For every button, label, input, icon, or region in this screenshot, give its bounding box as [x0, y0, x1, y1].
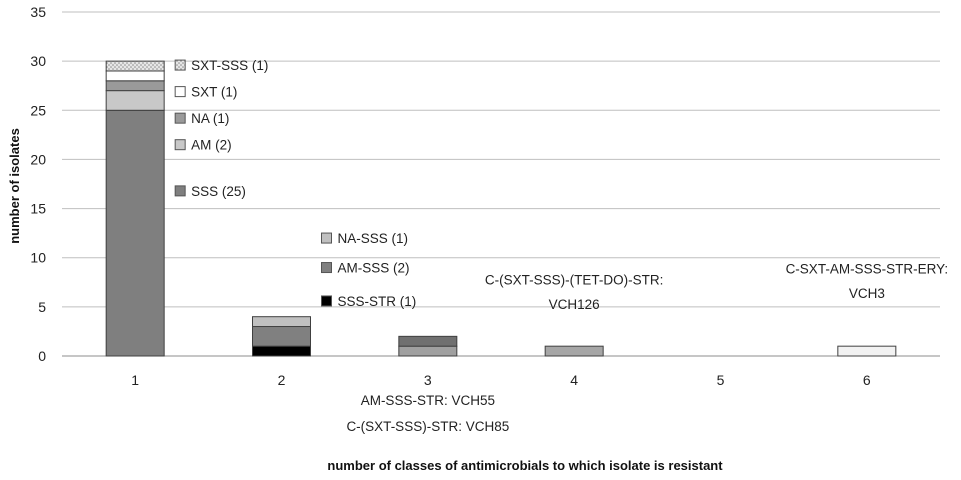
annotation-label: AM (2) — [191, 138, 232, 153]
bar-segment — [544, 345, 604, 357]
bar-segment — [105, 60, 165, 72]
annotation-swatch — [174, 185, 186, 197]
annotation-label: NA-SSS (1) — [338, 231, 409, 246]
x-tick-label: 2 — [278, 372, 286, 388]
annotation-swatch — [174, 139, 186, 151]
x-tick-label: 1 — [131, 372, 139, 388]
bar-segment — [398, 335, 458, 347]
bar-segment — [105, 70, 165, 82]
bar-segment — [252, 345, 311, 357]
annotation-label: AM-SSS (2) — [338, 261, 410, 276]
annotation-swatch — [321, 262, 332, 274]
annotation-label: C-(SXT-SSS)-STR: VCH85 — [346, 419, 509, 434]
annotation-label: C-SXT-AM-SSS-STR-ERY: — [786, 262, 949, 277]
annotation-swatch — [174, 59, 186, 71]
annotation-label: AM-SSS-STR: VCH55 — [361, 393, 495, 408]
y-tick-label: 30 — [30, 53, 46, 69]
annotation-label: C-(SXT-SSS)-(TET-DO)-STR: — [485, 272, 664, 287]
annotation-label: SSS-STR (1) — [338, 294, 417, 309]
annotations: SXT-SSS (1) SXT (1) NA (1) AM (2) SSS (25) NA… — [174, 58, 949, 434]
annotation-label: VCH3 — [849, 286, 885, 301]
y-tick-label: 20 — [30, 151, 46, 167]
annotation-label: SSS (25) — [191, 184, 246, 199]
annotation-label: VCH126 — [549, 297, 600, 312]
bar-segment — [398, 345, 458, 357]
y-tick-label: 0 — [38, 348, 46, 364]
x-axis-title: number of classes of antimicrobials to w… — [327, 458, 723, 473]
bar-segment — [105, 109, 165, 357]
annotation-label: SXT-SSS (1) — [191, 58, 268, 73]
annotation-swatch — [174, 86, 186, 98]
bar-segment — [105, 80, 165, 92]
y-tick-label: 5 — [38, 299, 46, 315]
y-tick-label: 15 — [30, 201, 46, 217]
gridlines — [62, 11, 940, 357]
x-tick-labels: 1 2 3 4 5 6 — [131, 372, 871, 388]
y-tick-label: 25 — [30, 102, 46, 118]
y-tick-label: 35 — [30, 4, 46, 20]
bar-segment — [837, 345, 897, 357]
annotation-swatch — [174, 112, 186, 124]
x-tick-label: 6 — [863, 372, 871, 388]
bar-segment — [252, 326, 311, 347]
annotation-swatch — [321, 232, 332, 244]
annotation-label: SXT (1) — [191, 85, 237, 100]
bar-segment — [252, 316, 311, 328]
y-tick-label: 10 — [30, 250, 46, 266]
y-tick-labels: 0 5 10 15 20 25 30 35 — [30, 4, 46, 364]
annotation-label: NA (1) — [191, 111, 229, 126]
bars — [105, 60, 897, 357]
y-axis-title: number of isolates — [7, 128, 22, 244]
bar-segment — [105, 90, 165, 111]
annotation-swatch — [321, 295, 332, 307]
x-tick-label: 3 — [424, 372, 432, 388]
x-tick-label: 5 — [717, 372, 725, 388]
x-tick-label: 4 — [570, 372, 578, 388]
